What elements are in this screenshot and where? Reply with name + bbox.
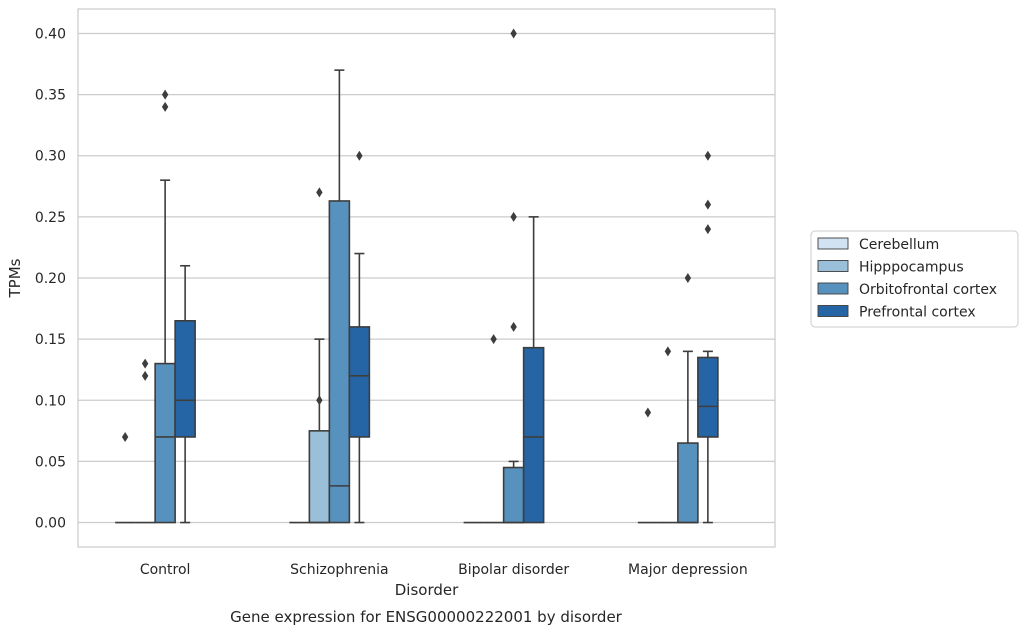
box-body — [502, 466, 525, 524]
box-0-3 — [174, 264, 196, 524]
outlier-point — [121, 431, 129, 442]
box-1-2 — [328, 69, 351, 524]
x-tick-label: Major depression — [628, 562, 748, 578]
outlier-point — [141, 370, 149, 381]
box-1-3 — [348, 150, 371, 524]
box-body — [522, 346, 545, 524]
legend-swatch — [817, 237, 849, 250]
legend-frame — [810, 230, 1019, 328]
outlier-point — [510, 28, 517, 39]
box-body — [308, 430, 331, 524]
outlier-point — [510, 321, 517, 332]
box-0-0 — [115, 431, 136, 524]
outlier-point — [704, 199, 712, 210]
y-tick-label: 0.00 — [35, 516, 66, 532]
box-1-1 — [308, 187, 331, 524]
outlier-point — [644, 407, 652, 418]
outlier-point — [704, 150, 712, 161]
outlier-point — [161, 89, 169, 100]
chart-caption: Gene expression for ENSG00000222001 by d… — [230, 608, 623, 626]
legend-label: Orbitofrontal cortex — [859, 282, 997, 298]
legend-swatch — [817, 305, 849, 317]
legend: Cerebellum Hipppocampus Orbitofrontal cort… — [810, 230, 1019, 328]
box-body — [697, 356, 719, 438]
y-tick-label: 0.35 — [35, 88, 66, 104]
y-tick-label: 0.30 — [35, 149, 66, 165]
y-tick-label: 0.20 — [35, 271, 66, 287]
legend-swatch — [817, 260, 849, 272]
x-tick-label: Bipolar disorder — [458, 562, 569, 578]
outlier-point — [316, 187, 323, 198]
box-body — [348, 326, 371, 438]
grid-lines — [78, 32, 775, 524]
plot-frame — [77, 8, 776, 548]
x-tick-label: Control — [140, 562, 191, 578]
box-body — [174, 319, 196, 438]
y-tick-label: 0.15 — [35, 332, 66, 348]
y-tick-label: 0.05 — [35, 454, 66, 470]
box-body — [677, 442, 699, 524]
outlier-point — [684, 273, 692, 283]
box-3-2 — [677, 273, 699, 524]
box-3-3 — [697, 150, 719, 524]
box-body — [154, 362, 176, 524]
legend-swatch — [817, 282, 849, 295]
box-0-1 — [135, 358, 156, 524]
outlier-point — [161, 101, 169, 112]
y-tick-label: 0.25 — [35, 210, 66, 226]
y-axis-label: TPMs — [6, 258, 24, 298]
box-2-2 — [502, 28, 525, 524]
x-tick-label: Schizophrenia — [290, 562, 388, 578]
x-axis-ticks: Control Schizophrenia Bipolar disorder Majo… — [140, 562, 748, 578]
legend-label: Prefrontal cortex — [859, 305, 976, 321]
y-axis-ticks: 0.00 0.05 0.10 0.15 0.20 0.25 0.30 0.35 0.40 — [35, 26, 66, 531]
outlier-point — [356, 150, 363, 161]
box-2-1 — [483, 334, 504, 524]
box-0-2 — [154, 89, 176, 524]
outlier-point — [316, 395, 323, 406]
box-3-1 — [657, 346, 678, 524]
outlier-point — [490, 334, 497, 345]
box-series — [115, 28, 719, 524]
y-tick-label: 0.40 — [35, 26, 66, 42]
x-axis-label: Disorder — [395, 581, 459, 599]
box-body — [328, 200, 351, 524]
box-3-0 — [637, 407, 658, 524]
outlier-point — [510, 211, 517, 222]
outlier-point — [664, 346, 672, 357]
box-2-3 — [522, 216, 545, 524]
outlier-point — [704, 224, 712, 235]
legend-label: Hipppocampus — [859, 260, 964, 276]
y-tick-label: 0.10 — [35, 393, 66, 409]
legend-label: Cerebellum — [859, 237, 939, 253]
outlier-point — [141, 358, 149, 369]
